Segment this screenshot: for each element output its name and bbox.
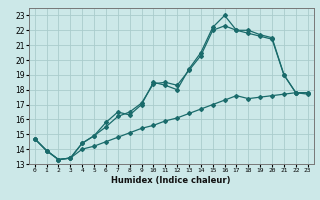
X-axis label: Humidex (Indice chaleur): Humidex (Indice chaleur) [111,176,231,185]
